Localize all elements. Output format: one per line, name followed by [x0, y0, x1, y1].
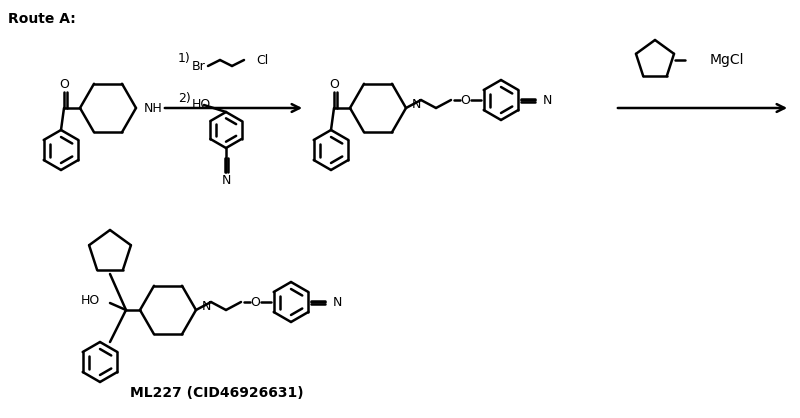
Text: N: N: [222, 173, 230, 186]
Text: O: O: [59, 77, 69, 91]
Text: N: N: [202, 300, 211, 313]
Text: O: O: [329, 77, 339, 91]
Text: 1): 1): [178, 52, 190, 65]
Text: MgCl: MgCl: [710, 53, 745, 67]
Text: N: N: [412, 97, 422, 110]
Text: ML227 (CID46926631): ML227 (CID46926631): [130, 386, 304, 400]
Text: N: N: [543, 94, 552, 107]
Text: NH: NH: [144, 102, 162, 115]
Text: Cl: Cl: [256, 54, 268, 66]
Text: Br: Br: [192, 59, 206, 72]
Text: HO: HO: [192, 99, 211, 112]
Text: 2): 2): [178, 92, 190, 105]
Text: O: O: [250, 296, 260, 308]
Text: Route A:: Route A:: [8, 12, 76, 26]
Text: N: N: [333, 296, 342, 308]
Text: HO: HO: [81, 293, 100, 306]
Text: O: O: [460, 94, 470, 107]
